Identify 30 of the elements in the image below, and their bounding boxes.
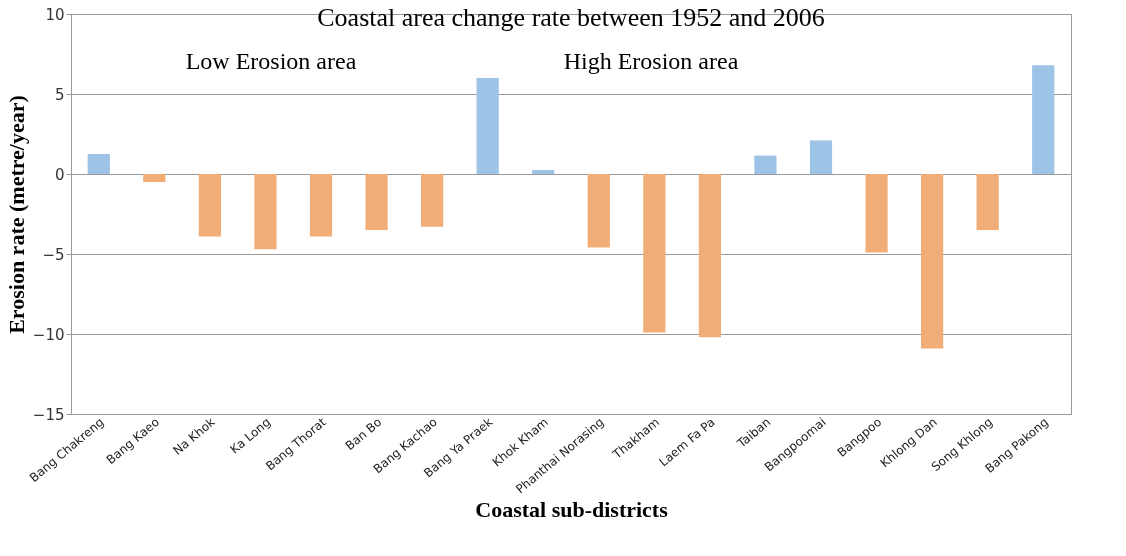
- annotation: High Erosion area: [563, 48, 739, 74]
- x-axis-title: Coastal sub-districts: [475, 496, 669, 522]
- y-axis-title: Erosion rate (metre/year): [3, 95, 29, 334]
- annotation: Low Erosion area: [185, 48, 357, 74]
- bar: [143, 174, 166, 182]
- y-tick-label: −15: [32, 405, 65, 424]
- bar: [643, 174, 666, 333]
- bar: [309, 174, 333, 237]
- y-tick-label: −5: [42, 245, 65, 264]
- bar: [87, 154, 110, 174]
- bar: [587, 174, 610, 248]
- chart-title: Coastal area change rate between 1952 and 2006: [317, 3, 825, 32]
- bar: [809, 140, 833, 174]
- bar: [865, 174, 888, 253]
- bar: [476, 78, 499, 174]
- bar: [754, 155, 777, 174]
- y-tick-label: 5: [54, 85, 65, 104]
- x-tick-label: Ban Bo: [342, 414, 385, 454]
- y-tick-label: −10: [32, 325, 65, 344]
- bar: [198, 174, 221, 237]
- bar: [365, 174, 388, 230]
- bar: [976, 174, 999, 230]
- bar: [1032, 65, 1055, 174]
- bar: [921, 174, 944, 349]
- y-tick-label: 10: [45, 5, 65, 24]
- bar: [698, 174, 721, 338]
- bar: [532, 170, 555, 174]
- bar: [421, 174, 444, 227]
- bar: [254, 174, 277, 250]
- y-tick-label: 0: [54, 165, 65, 184]
